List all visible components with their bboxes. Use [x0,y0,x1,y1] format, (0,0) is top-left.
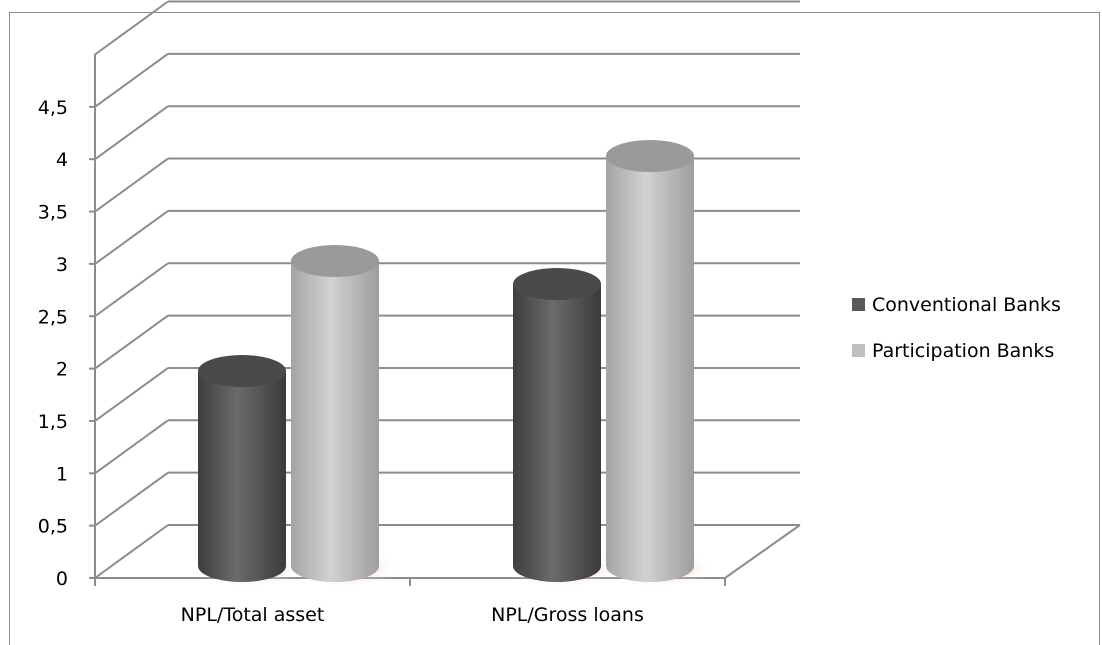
category-label: NPL/Gross loans [491,604,644,626]
gridline-side [94,210,169,265]
gridline-side [94,157,169,213]
y-tick-label: 4 [56,149,68,171]
legend-label: Conventional Banks [872,294,1061,316]
floor-left-edge [94,524,169,579]
x-axis-categories: NPL/Total asset NPL/Gross loans [181,604,644,626]
gridline-side [94,471,169,527]
bars [194,140,714,588]
bar [606,156,694,582]
legend: Conventional Banks Participation Banks [852,294,1061,362]
gridline-side [94,262,169,318]
bar-top [513,268,601,301]
gridline-side [94,419,169,475]
gridline-side [94,367,169,422]
y-tick-label: 0 [56,568,68,590]
legend-swatch [852,344,865,357]
bar [291,261,379,582]
category-label: NPL/Total asset [181,604,325,626]
legend-label: Participation Banks [872,340,1054,362]
gridline-side [94,314,169,370]
y-tick-label: 2 [56,359,68,381]
bar-top [198,355,286,388]
floor-right-edge [724,524,801,579]
y-tick-label: 2,5 [38,306,68,328]
chart-frame [9,12,1100,645]
y-tick-label: 4,5 [38,97,68,119]
gridline-side [94,53,169,108]
bar-top [291,245,379,278]
y-tick-label: 1,5 [38,411,68,433]
bar [198,371,286,582]
y-tick-label: 1 [56,463,68,485]
y-tick-label: 3 [56,254,68,276]
y-tick-label: 0,5 [38,516,68,538]
gridline-side [94,0,169,56]
y-axis-ticks: 0 0,5 1 1,5 2 2,5 3 3,5 4 4,5 [38,97,68,590]
y-tick-label: 3,5 [38,202,68,224]
legend-swatch [852,298,865,311]
bar-top [606,140,694,173]
gridline-side [94,105,169,161]
bar [513,284,601,582]
